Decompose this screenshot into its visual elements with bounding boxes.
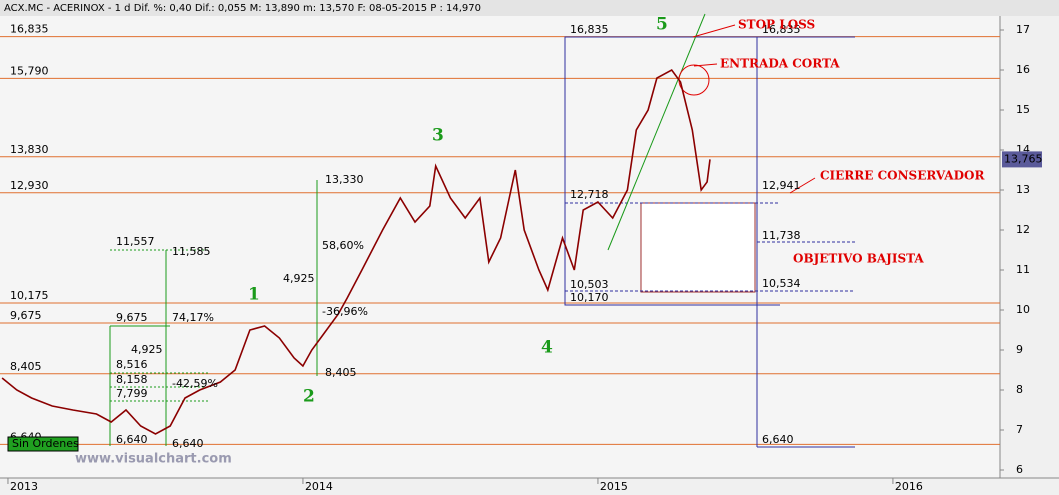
level-label: 10,175	[10, 289, 49, 302]
y-tick-label: 8	[1016, 383, 1023, 396]
level-label: 8,405	[10, 360, 42, 373]
annotation: 8,516	[116, 358, 148, 371]
x-tick-label: 2015	[600, 480, 628, 493]
price-line	[1, 68, 711, 435]
annotation: 2	[303, 387, 315, 407]
header: ACX.MC - ACERINOX - 1 d Dif. %: 0,40 Dif…	[4, 3, 481, 14]
annotation: 58,60%	[322, 239, 364, 252]
level-label: 15,790	[10, 64, 49, 77]
last-price: 13,765	[1004, 152, 1043, 165]
annotation: 3	[432, 126, 444, 146]
annotation: 10,534	[762, 277, 801, 290]
level-label: 13,830	[10, 143, 49, 156]
level-label: 12,930	[10, 179, 49, 192]
header-bar	[0, 0, 1059, 16]
status-box	[7, 436, 79, 452]
annotation: 16,835	[570, 23, 609, 36]
level-label: 9,675	[10, 309, 42, 322]
annotation: 13,330	[325, 173, 364, 186]
annotation: 11,557	[116, 235, 155, 248]
y-tick-label: 6	[1016, 463, 1023, 476]
x-tick-label: 2016	[895, 480, 923, 493]
annotation: 8,405	[325, 366, 357, 379]
annotation: 11,585	[172, 245, 211, 258]
fib-lines	[110, 249, 210, 402]
annotation: 9,675	[116, 311, 148, 324]
annotation: 10,503	[570, 278, 609, 291]
annotation: 16,835	[762, 23, 801, 36]
annotation: STOP LOSS	[738, 18, 815, 32]
annotation: 1	[248, 285, 260, 305]
y-tick-label: 17	[1016, 23, 1030, 36]
annotation: 4,925	[283, 272, 315, 285]
dashed-levels	[565, 202, 855, 292]
annotation: ENTRADA CORTA	[720, 57, 840, 71]
y-tick-label: 10	[1016, 303, 1030, 316]
annotation: 6,640	[172, 437, 204, 450]
annotation: 12,941	[762, 179, 801, 192]
y-tick-label: 9	[1016, 343, 1023, 356]
annotation: -36,96%	[322, 305, 368, 318]
annotation: 6,640	[116, 433, 148, 446]
y-tick-label: 12	[1016, 223, 1030, 236]
annotation: -42,59%	[172, 377, 218, 390]
projection-boxes	[564, 36, 855, 448]
annotation: CIERRE CONSERVADOR	[820, 169, 985, 183]
annotation: 8,158	[116, 373, 148, 386]
watermark: www.visualchart.com	[75, 452, 232, 467]
annotation: 11,738	[762, 229, 801, 242]
y-tick-label: 13	[1016, 183, 1030, 196]
annotation: 6,640	[762, 433, 794, 446]
y-tick-label: 7	[1016, 423, 1023, 436]
annotation: 74,17%	[172, 311, 214, 324]
annotation: 4	[541, 338, 553, 358]
annotation: OBJETIVO BAJISTA	[793, 252, 924, 266]
target-box	[640, 202, 756, 293]
annotation: 5	[656, 15, 668, 35]
status: Sin Órdenes	[12, 437, 79, 450]
y-tick-label: 11	[1016, 263, 1030, 276]
annotation: 4,925	[131, 343, 163, 356]
y-tick-label: 16	[1016, 63, 1030, 76]
last-price-box	[1002, 151, 1042, 168]
y-tick-label: 15	[1016, 103, 1030, 116]
annotation: 10,170	[570, 291, 609, 304]
level-label: 16,835	[10, 23, 49, 36]
x-tick-label: 2014	[305, 480, 333, 493]
annotation: 12,718	[570, 188, 609, 201]
x-tick-label: 2013	[10, 480, 38, 493]
annotation: 7,799	[116, 387, 148, 400]
